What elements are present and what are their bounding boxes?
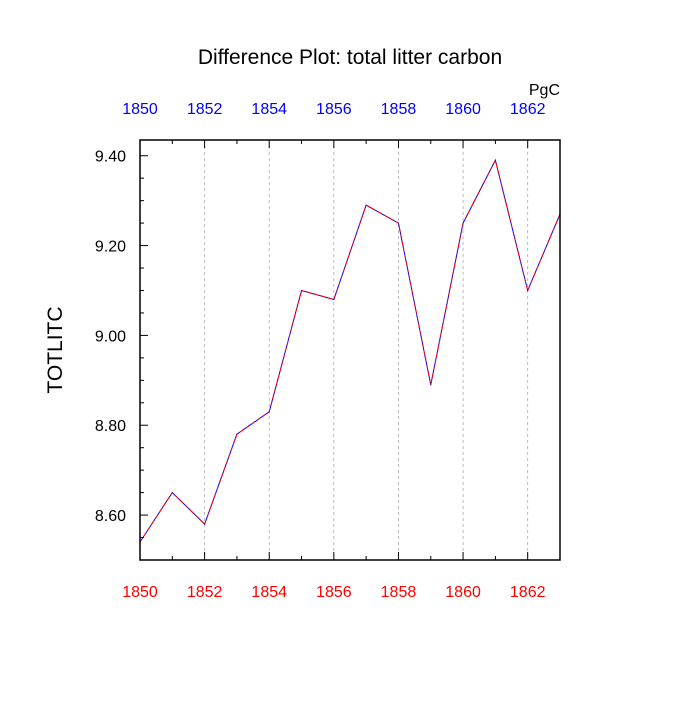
data-point <box>204 523 206 525</box>
y-tick-label: 9.20 <box>95 239 126 256</box>
y-tick-label: 9.00 <box>95 328 126 345</box>
x-tick-label-top: 1852 <box>187 101 223 118</box>
y-tick-label: 9.40 <box>95 149 126 166</box>
data-point <box>430 384 432 386</box>
units-label: PgC <box>529 82 560 99</box>
x-tick-label-bottom: 1850 <box>122 584 158 601</box>
chart-title: Difference Plot: total litter carbon <box>198 46 502 69</box>
data-point <box>236 433 238 435</box>
x-tick-label-bottom: 1852 <box>187 584 223 601</box>
data-point <box>397 222 400 224</box>
data-point <box>527 289 529 292</box>
data-point <box>494 159 496 161</box>
x-tick-label-bottom: 1858 <box>381 584 417 601</box>
series-layer <box>139 158 561 543</box>
grid-layer <box>204 140 529 560</box>
x-tick-label-top: 1850 <box>122 101 158 118</box>
series-line <box>139 158 561 543</box>
y-tick-label: 8.80 <box>95 418 126 435</box>
y-axis-label: TOTLITC <box>44 306 67 393</box>
x-tick-label-bottom: 1856 <box>316 584 352 601</box>
x-tick-label-top: 1862 <box>510 101 546 118</box>
data-point <box>268 411 270 413</box>
x-tick-label-bottom: 1854 <box>251 584 287 601</box>
data-point <box>300 289 303 292</box>
x-tick-label-top: 1856 <box>316 101 352 118</box>
ticks-layer <box>139 140 561 561</box>
series-line-dashed-overlay <box>139 158 561 543</box>
x-tick-label-top: 1860 <box>445 101 481 118</box>
data-point <box>462 222 464 224</box>
data-point <box>365 204 367 206</box>
x-tick-label-top: 1858 <box>381 101 417 118</box>
y-tick-label: 8.60 <box>95 508 126 525</box>
data-point <box>171 492 173 494</box>
x-tick-label-bottom: 1860 <box>445 584 481 601</box>
x-tick-label-top: 1854 <box>251 101 287 118</box>
tick-labels-layer: 1850 1850 1852 1852 1854 1854 1856 1856 1858 1858… <box>95 101 546 601</box>
data-point <box>333 298 335 301</box>
plot-frame <box>139 139 561 561</box>
x-tick-label-bottom: 1862 <box>510 584 546 601</box>
